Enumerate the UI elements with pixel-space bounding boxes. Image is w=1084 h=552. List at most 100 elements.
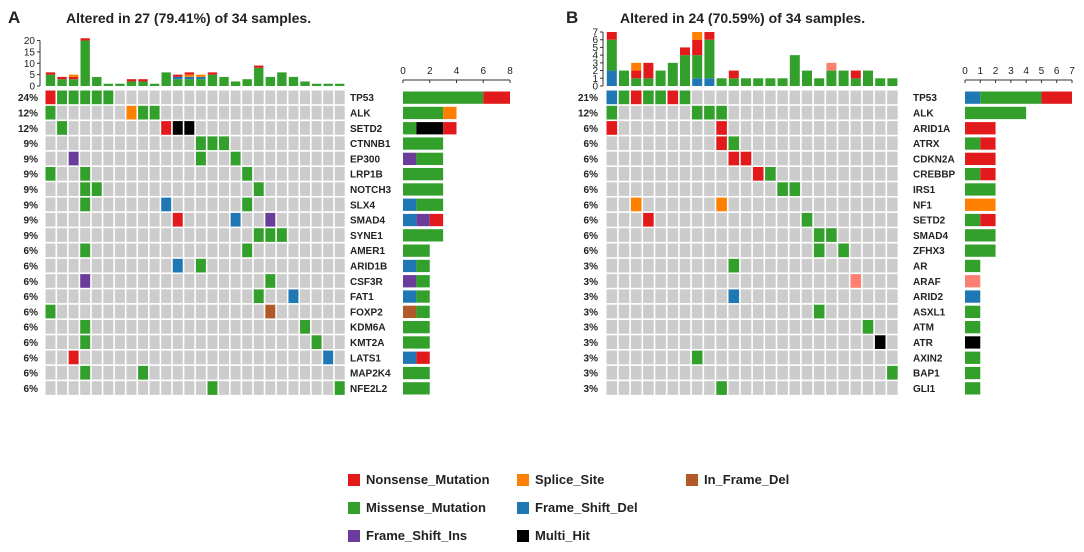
matrix-cell <box>606 304 618 319</box>
matrix-cell <box>184 320 195 334</box>
matrix-cell <box>679 136 691 151</box>
matrix-cell <box>91 212 102 227</box>
matrix-cell <box>311 212 322 227</box>
matrix-cell <box>126 335 137 349</box>
matrix-cell <box>789 228 801 242</box>
matrix-cell <box>862 212 874 227</box>
matrix-cell <box>265 197 276 212</box>
matrix-cell <box>667 182 679 196</box>
matrix-cell <box>276 243 287 258</box>
matrix-cell <box>679 258 691 273</box>
matrix-cell <box>276 151 287 166</box>
gene-bar-segment <box>416 198 444 211</box>
matrix-cell <box>630 167 642 181</box>
matrix-cell <box>752 197 764 212</box>
matrix-cell <box>752 182 764 196</box>
matrix-cell <box>765 182 776 196</box>
matrix-cell <box>323 167 334 181</box>
matrix-cell <box>265 151 276 166</box>
matrix-cell <box>606 212 618 227</box>
matrix-cell <box>288 365 299 380</box>
matrix-cell <box>207 320 218 334</box>
matrix-cell <box>679 105 691 120</box>
matrix-cell <box>265 90 276 105</box>
matrix-cell <box>740 90 752 105</box>
right-axis-tick-label: 2 <box>993 66 999 77</box>
matrix-cell <box>667 167 679 181</box>
matrix-cell <box>230 151 241 166</box>
top-bar-segment <box>68 76 79 80</box>
matrix-cell <box>801 182 813 196</box>
matrix-cell <box>334 121 345 135</box>
matrix-cell <box>765 136 776 151</box>
top-bar-segment <box>184 79 195 86</box>
matrix-cell <box>103 304 114 319</box>
matrix-cell <box>45 121 56 135</box>
top-bar-segment <box>692 78 703 86</box>
top-bar-segment <box>655 70 666 86</box>
matrix-cell <box>752 320 764 334</box>
matrix-cell <box>679 274 691 288</box>
matrix-cell <box>765 304 776 319</box>
matrix-cell <box>630 258 642 273</box>
matrix-cell <box>728 136 740 151</box>
matrix-cell <box>618 381 630 395</box>
gene-bar-segment <box>416 290 430 303</box>
top-bar-segment <box>184 72 195 75</box>
matrix-cell <box>704 274 715 288</box>
matrix-cell <box>184 243 195 258</box>
matrix-cell <box>114 121 125 135</box>
matrix-cell <box>643 320 654 334</box>
matrix-cell <box>667 365 679 380</box>
matrix-cell <box>813 274 825 288</box>
top-bar-segment <box>173 79 183 86</box>
matrix-cell <box>691 289 703 304</box>
matrix-cell <box>850 136 862 151</box>
gene-pct-label: 6% <box>24 353 39 364</box>
matrix-cell <box>184 151 195 166</box>
matrix-cell <box>789 335 801 349</box>
matrix-cell <box>195 381 206 395</box>
matrix-cell <box>334 274 345 288</box>
matrix-cell <box>704 243 715 258</box>
matrix-cell <box>45 258 56 273</box>
matrix-cell <box>618 228 630 242</box>
matrix-cell <box>265 304 276 319</box>
matrix-cell <box>728 151 740 166</box>
top-axis-tick-label: 0 <box>592 82 598 93</box>
matrix-cell <box>765 320 776 334</box>
matrix-cell <box>253 228 264 242</box>
matrix-cell <box>801 136 813 151</box>
matrix-cell <box>765 197 776 212</box>
matrix-cell <box>801 243 813 258</box>
gene-name-label: ARID2 <box>913 292 943 303</box>
matrix-cell <box>838 151 849 166</box>
top-bar-segment <box>126 81 137 86</box>
matrix-cell <box>679 228 691 242</box>
top-bar-segment <box>57 76 67 80</box>
matrix-cell <box>655 121 666 135</box>
matrix-cell <box>618 304 630 319</box>
matrix-cell <box>838 350 849 365</box>
matrix-cell <box>184 350 195 365</box>
top-bar-segment <box>335 83 345 86</box>
matrix-cell <box>630 289 642 304</box>
matrix-cell <box>334 105 345 120</box>
matrix-cell <box>655 320 666 334</box>
top-axis-tick-label: 3 <box>592 58 598 69</box>
matrix-cell <box>630 243 642 258</box>
top-bar-segment <box>765 78 776 86</box>
matrix-cell <box>242 258 253 273</box>
gene-bar-segment <box>483 91 510 104</box>
matrix-cell <box>300 320 311 334</box>
matrix-cell <box>311 151 322 166</box>
matrix-cell <box>643 197 654 212</box>
matrix-cell <box>138 228 149 242</box>
matrix-cell <box>777 136 788 151</box>
matrix-cell <box>161 320 172 334</box>
matrix-cell <box>655 289 666 304</box>
top-bar-segment <box>802 70 812 86</box>
matrix-cell <box>126 151 137 166</box>
matrix-cell <box>679 381 691 395</box>
matrix-cell <box>323 228 334 242</box>
